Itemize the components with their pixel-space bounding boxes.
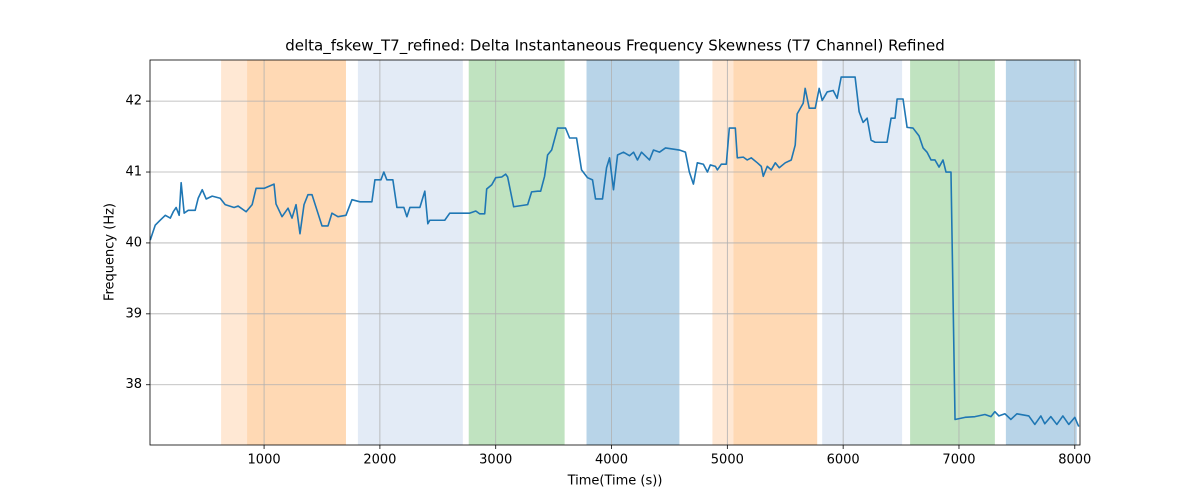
x-tick-label: 5000 xyxy=(711,453,744,468)
y-tick-label: 42 xyxy=(125,94,142,109)
shaded-span xyxy=(1005,60,1077,445)
shaded-span xyxy=(733,60,818,445)
y-tick-label: 40 xyxy=(125,235,142,250)
x-tick-label: 2000 xyxy=(363,453,396,468)
shaded-span xyxy=(221,60,248,445)
plot-area: 1000 2000 3000 4000 5000 6000 7000 8000 38 39 40 41… xyxy=(125,59,1091,468)
data-line xyxy=(149,76,1080,427)
x-tick-label: 7000 xyxy=(942,453,975,468)
x-tick-label: 8000 xyxy=(1058,453,1091,468)
x-tick-label: 6000 xyxy=(827,453,860,468)
x-tick-label: 1000 xyxy=(248,453,281,468)
chart-title: delta_fskew_T7_refined: Delta Instantane… xyxy=(285,37,945,56)
x-tick-label: 4000 xyxy=(595,453,628,468)
shaded-span xyxy=(586,60,680,445)
shaded-span xyxy=(468,60,565,445)
y-tick-label: 39 xyxy=(125,306,142,321)
y-tick-label: 41 xyxy=(125,165,142,180)
plot-frame xyxy=(149,59,1081,446)
shaded-span xyxy=(712,60,734,445)
shaded-span xyxy=(822,60,903,445)
shaded-span xyxy=(247,60,346,445)
shaded-span xyxy=(357,60,463,445)
y-tick-label: 38 xyxy=(125,377,142,392)
x-axis-label: Time(Time (s)) xyxy=(567,474,663,489)
y-axis-label: Frequency (Hz) xyxy=(103,203,118,301)
x-tick-label: 3000 xyxy=(479,453,512,468)
